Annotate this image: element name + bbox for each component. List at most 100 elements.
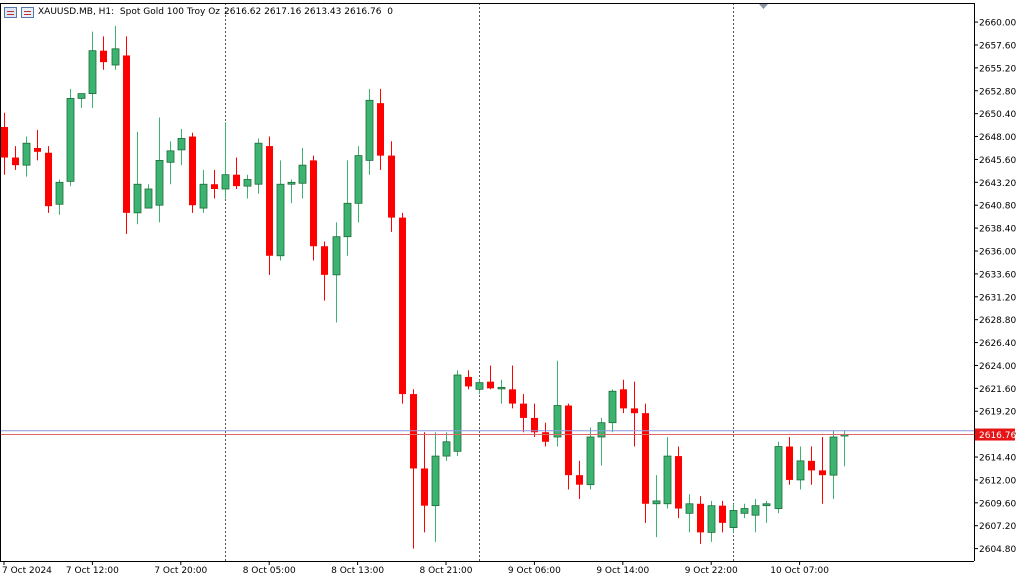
price-tick-label: 2614.40 [979, 454, 1016, 464]
axes: 2660.00 2657.60 2655.20 2652.80 2650.40 2648.… [0, 3, 1016, 576]
candle [100, 36, 107, 70]
candle-body [22, 142, 31, 166]
time-tick-label: 7 Oct 20:00 [154, 566, 207, 576]
candle-body [597, 422, 606, 438]
candle-body [762, 503, 771, 507]
candle [155, 117, 164, 223]
candle-body [620, 389, 627, 409]
candle [144, 184, 153, 209]
candle [697, 496, 704, 544]
candle [310, 155, 317, 261]
candle [266, 136, 273, 275]
price-tick-label: 2633.60 [979, 270, 1016, 280]
candle [77, 93, 86, 108]
candle-body [266, 146, 273, 256]
candle-body [675, 456, 682, 509]
candle-body [399, 217, 406, 395]
candle-body [819, 470, 826, 476]
candle [254, 138, 263, 194]
candle [321, 241, 328, 301]
price-tick-label: 2638.40 [979, 225, 1016, 235]
candle-body [123, 55, 130, 213]
candle [751, 499, 760, 533]
candle-body [465, 376, 472, 387]
candle-body [663, 455, 672, 505]
candle-body [553, 405, 562, 438]
candle [287, 179, 296, 204]
candle [55, 179, 64, 215]
candle-body [155, 159, 164, 206]
candle-body [189, 136, 196, 206]
candle-body [740, 508, 749, 514]
candle-body [729, 510, 738, 529]
candle-body [586, 436, 595, 486]
time-tick-label: 8 Oct 05:00 [243, 566, 296, 576]
candle-body [774, 446, 783, 509]
price-tick-label: 2604.80 [979, 545, 1016, 555]
candle [819, 437, 826, 504]
price-tick-label: 2624.00 [979, 362, 1016, 372]
candle [123, 36, 130, 234]
candle [45, 146, 52, 213]
time-tick-label: 7 Oct 12:00 [66, 566, 119, 576]
candle-body [431, 455, 440, 507]
candle [1, 112, 8, 175]
candle-body [542, 432, 549, 442]
candle [177, 128, 186, 166]
candle-body [144, 188, 153, 209]
candle [796, 446, 805, 490]
candle-body [652, 500, 661, 505]
candle-body [829, 436, 838, 476]
candle [66, 88, 75, 187]
candle-body [221, 174, 230, 190]
price-tick-label: 2626.40 [979, 339, 1016, 349]
candle [399, 212, 406, 404]
price-tick-label: 2650.40 [979, 110, 1016, 120]
price-tick-label: 2621.60 [979, 385, 1016, 395]
candle [808, 446, 815, 485]
candle-body [642, 413, 649, 504]
candle-body [421, 468, 428, 506]
candle [421, 432, 428, 533]
candle-body [88, 50, 97, 95]
candle [199, 169, 208, 213]
symbol-label: XAUUSD.MB, H1: Spot Gold 100 Troy Oz [38, 7, 221, 17]
candle [509, 365, 516, 409]
candle-body [377, 103, 384, 156]
time-tick-label: 8 Oct 13:00 [331, 566, 384, 576]
candle [12, 146, 19, 170]
price-tick-label: 2609.60 [979, 499, 1016, 509]
candle [707, 500, 716, 542]
candle-body [166, 150, 175, 163]
time-tick-label: 7 Oct 2024 [2, 566, 52, 576]
candle-body [442, 441, 451, 457]
candle [133, 131, 142, 225]
candle-body [453, 374, 462, 452]
price-tick-label: 2660.00 [979, 19, 1016, 29]
time-tick-label: 10 Oct 07:00 [770, 566, 829, 576]
candle [586, 427, 595, 490]
candle [663, 437, 672, 509]
candle [166, 141, 175, 185]
chart-window-icon[interactable] [4, 6, 17, 18]
candle-body [751, 505, 760, 516]
candle [221, 122, 230, 199]
candle-body [354, 155, 363, 204]
candle [652, 475, 661, 538]
price-tick-label: 2631.20 [979, 293, 1016, 303]
chart-type-icon[interactable] [21, 6, 34, 18]
price-tick-label: 2628.80 [979, 316, 1016, 326]
candle-body [34, 147, 41, 152]
candle-body [520, 403, 527, 418]
candle [740, 503, 749, 519]
time-tick-label: 9 Oct 14:00 [596, 566, 649, 576]
candle [243, 174, 252, 199]
candle [354, 146, 363, 223]
candle-body [388, 155, 395, 218]
candle [762, 500, 771, 523]
time-tick-label: 8 Oct 21:00 [420, 566, 473, 576]
candle-body [233, 174, 240, 187]
candle [332, 222, 341, 323]
candle-body [100, 50, 107, 63]
